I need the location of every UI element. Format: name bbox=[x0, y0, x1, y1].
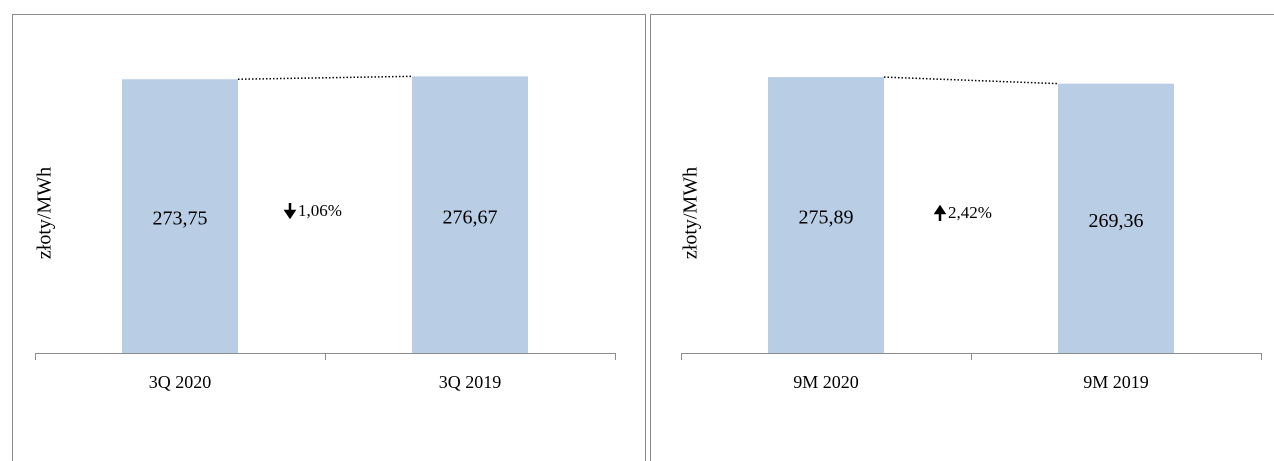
y-axis-label: złoty/MWh bbox=[34, 167, 56, 259]
bar bbox=[768, 77, 884, 354]
data-label: 275,89 bbox=[799, 207, 854, 229]
data-label: 273,75 bbox=[153, 208, 208, 230]
bar bbox=[122, 79, 238, 353]
data-label: 269,36 bbox=[1089, 210, 1144, 232]
bar bbox=[412, 76, 528, 353]
down-arrow bbox=[283, 203, 297, 220]
up-arrow bbox=[933, 204, 947, 221]
x-tick-label: 3Q 2020 bbox=[149, 372, 212, 392]
panel-frame bbox=[650, 14, 1274, 461]
y-axis-label: złoty/MWh bbox=[680, 167, 702, 259]
annotation: 1,06% bbox=[298, 201, 342, 220]
connector bbox=[883, 76, 1059, 85]
x-tick-label: 9M 2019 bbox=[1083, 372, 1149, 392]
x-tick-label: 3Q 2019 bbox=[439, 372, 502, 392]
panel-frame bbox=[12, 14, 646, 461]
bar bbox=[1058, 83, 1174, 353]
connector bbox=[237, 75, 413, 80]
x-tick-label: 9M 2020 bbox=[793, 372, 859, 392]
annotation: 2,42% bbox=[948, 203, 992, 222]
data-label: 276,67 bbox=[443, 206, 498, 228]
